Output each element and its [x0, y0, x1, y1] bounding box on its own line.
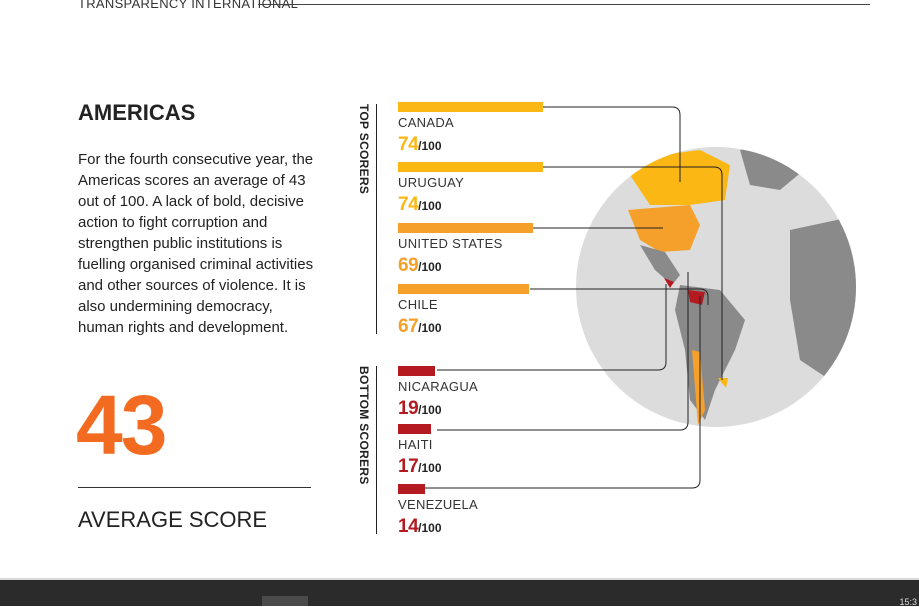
- leader-venezuela: [425, 296, 701, 489]
- header-divider: [258, 4, 870, 5]
- score-scale-suffix: /100: [418, 139, 442, 153]
- top_scorers-country-1: URUGUAY: [398, 175, 465, 190]
- organisation-header: TRANSPARENCY INTERNATIONAL: [78, 0, 299, 11]
- bottom_scorers-country-0: NICARAGUA: [398, 379, 478, 394]
- top_scorers-country-0: CANADA: [398, 115, 454, 130]
- top_scorers-country-2: UNITED STATES: [398, 236, 503, 251]
- leader-uruguay: [543, 166, 723, 380]
- score-scale-suffix: /100: [418, 199, 442, 213]
- bottom-scorers-rule: [376, 366, 377, 534]
- taskbar-border: [0, 578, 919, 581]
- top-scorers-label: TOP SCORERS: [357, 104, 371, 195]
- bottom_scorers-country-1: HAITI: [398, 437, 433, 452]
- average-score-label: AVERAGE SCORE: [78, 507, 268, 532]
- top_scorers-score-line-0: 74/100: [398, 134, 442, 156]
- bottom-scorers-label: BOTTOM SCORERS: [357, 366, 371, 485]
- score-scale-suffix: /100: [418, 260, 442, 274]
- bottom_scorers-score-line-2: 14/100: [398, 516, 442, 538]
- top_scorers-country-3: CHILE: [398, 297, 438, 312]
- venezuela-shape: [688, 290, 705, 305]
- score-scale-suffix: /100: [418, 321, 442, 335]
- score-scale-suffix: /100: [418, 403, 442, 417]
- bottom_scorers-score-line-1: 17/100: [398, 456, 442, 478]
- top_scorers-score-line-1: 74/100: [398, 194, 442, 216]
- leader-chile: [530, 288, 709, 305]
- leader-nicaragua: [437, 284, 667, 371]
- average-divider: [78, 487, 311, 488]
- top_scorers-score-line-2: 69/100: [398, 255, 442, 277]
- africa-shape: [790, 215, 856, 380]
- bottom_scorers-bar-1: [398, 424, 431, 434]
- bottom_scorers-score-line-0: 19/100: [398, 398, 442, 420]
- bottom_scorers-score-0: 19: [398, 398, 419, 419]
- top_scorers-score-line-3: 67/100: [398, 316, 442, 338]
- taskbar: [0, 580, 919, 606]
- score-scale-suffix: /100: [418, 521, 442, 535]
- bottom_scorers-bar-2: [398, 484, 425, 494]
- score-scale-suffix: /100: [418, 461, 442, 475]
- average-score-value: 43: [76, 378, 167, 472]
- top_scorers-score-1: 74: [398, 194, 419, 215]
- taskbar-app-button[interactable]: [262, 596, 308, 606]
- leader-canada: [543, 106, 681, 182]
- top_scorers-bar-1: [398, 162, 543, 172]
- chile-shape: [692, 350, 705, 425]
- nicaragua-shape: [664, 278, 674, 288]
- bottom_scorers-score-2: 14: [398, 516, 419, 537]
- top_scorers-bar-0: [398, 102, 543, 112]
- taskbar-clock: 15:3: [899, 597, 917, 607]
- uruguay-shape: [718, 378, 728, 388]
- bottom_scorers-score-1: 17: [398, 456, 419, 477]
- region-description: For the fourth consecutive year, the Ame…: [78, 151, 314, 336]
- bottom_scorers-country-2: VENEZUELA: [398, 497, 479, 512]
- top_scorers-score-0: 74: [398, 134, 419, 155]
- top_scorers-bar-2: [398, 223, 533, 233]
- top_scorers-score-3: 67: [398, 316, 419, 337]
- usa-shape: [628, 205, 700, 252]
- top_scorers-bar-3: [398, 284, 529, 294]
- bottom_scorers-bar-0: [398, 366, 435, 376]
- top_scorers-score-2: 69: [398, 255, 419, 276]
- top-scorers-rule: [376, 104, 377, 334]
- central-america-shape: [640, 245, 680, 285]
- region-title: AMERICAS: [78, 100, 196, 125]
- south-america-shape: [675, 285, 745, 420]
- europe-shape: [830, 175, 856, 210]
- leader-haiti: [437, 272, 689, 431]
